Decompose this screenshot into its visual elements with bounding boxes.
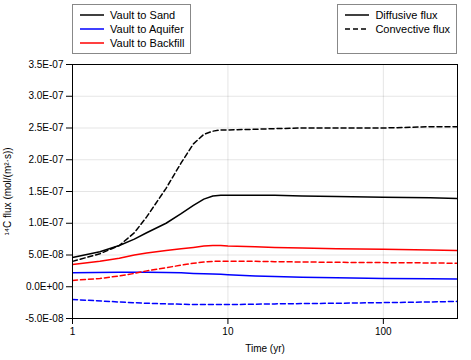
svg-text:1: 1: [70, 326, 76, 337]
svg-text:100: 100: [375, 326, 392, 337]
svg-text:2.5E-07: 2.5E-07: [28, 122, 63, 133]
html-text:Vault to Sand: Vault to Sand: [110, 9, 176, 21]
svg-text:Time (yr): Time (yr): [245, 343, 285, 354]
svg-text:3.5E-07: 3.5E-07: [28, 59, 63, 70]
svg-text:3.0E-07: 3.0E-07: [28, 90, 63, 101]
html-text:Vault to Backfill: Vault to Backfill: [110, 37, 185, 49]
svg-text:0.0E+00: 0.0E+00: [26, 281, 64, 292]
svg-text:10: 10: [222, 326, 234, 337]
html-text:Diffusive flux: Diffusive flux: [375, 9, 438, 21]
html-text:Vault to Aquifer: Vault to Aquifer: [110, 23, 184, 35]
svg-text:-5.0E-08: -5.0E-08: [25, 313, 64, 324]
svg-text:¹⁴C flux (mol/(m²·s)): ¹⁴C flux (mol/(m²·s)): [2, 147, 13, 235]
html-text:Convective flux: Convective flux: [375, 23, 450, 35]
svg-text:2.0E-07: 2.0E-07: [28, 154, 63, 165]
svg-text:1.5E-07: 1.5E-07: [28, 186, 63, 197]
svg-text:1.0E-07: 1.0E-07: [28, 217, 63, 228]
svg-text:5.0E-08: 5.0E-08: [28, 249, 63, 260]
